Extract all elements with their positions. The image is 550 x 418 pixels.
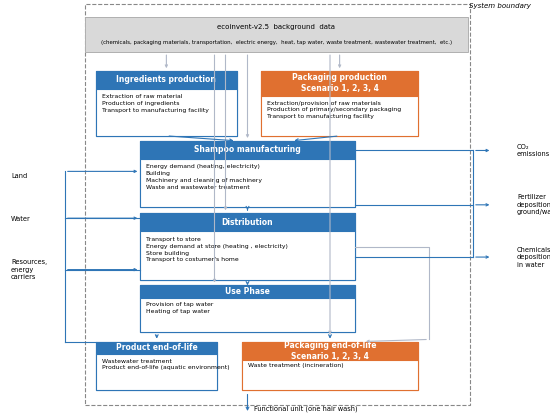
Text: (chemicals, packaging materials, transportation,  electric energy,  heat, tap wa: (chemicals, packaging materials, transpo…	[101, 40, 452, 45]
FancyBboxPatch shape	[85, 17, 468, 52]
Text: Wastewater treatment
Product end-of-life (aquatic environment): Wastewater treatment Product end-of-life…	[102, 359, 229, 370]
FancyBboxPatch shape	[261, 96, 418, 136]
Text: Distribution: Distribution	[222, 218, 273, 227]
Text: Ingredients production: Ingredients production	[117, 75, 216, 84]
FancyBboxPatch shape	[140, 141, 355, 159]
Text: ecoinvent-v2.5  background  data: ecoinvent-v2.5 background data	[217, 24, 336, 31]
FancyBboxPatch shape	[242, 342, 418, 360]
FancyBboxPatch shape	[140, 159, 355, 207]
Text: CO₂
emissions: CO₂ emissions	[517, 144, 550, 157]
Text: Waste treatment (incineration): Waste treatment (incineration)	[248, 363, 343, 368]
Text: Transport to store
Energy demand at store (heating , electricity)
Store building: Transport to store Energy demand at stor…	[146, 237, 288, 263]
Text: Land: Land	[11, 173, 28, 178]
Text: Chemicals
deposition
in water: Chemicals deposition in water	[517, 247, 550, 268]
FancyBboxPatch shape	[261, 71, 418, 96]
Text: Water: Water	[11, 217, 31, 222]
FancyBboxPatch shape	[96, 89, 236, 136]
Text: Functional unit (one hair wash): Functional unit (one hair wash)	[254, 405, 358, 412]
Text: System boundary: System boundary	[469, 3, 531, 9]
Text: Extraction/provision of raw materials
Production of primary/secondary packaging
: Extraction/provision of raw materials Pr…	[267, 100, 401, 119]
Text: Shampoo manufacturing: Shampoo manufacturing	[194, 145, 301, 154]
FancyBboxPatch shape	[140, 285, 355, 298]
Text: Provision of tap water
Heating of tap water: Provision of tap water Heating of tap wa…	[146, 302, 213, 314]
Text: Use Phase: Use Phase	[225, 287, 270, 296]
FancyBboxPatch shape	[140, 213, 355, 231]
Text: Extraction of raw material
Production of ingredients
Transport to manufacturing : Extraction of raw material Production of…	[102, 94, 208, 113]
FancyBboxPatch shape	[242, 360, 418, 390]
Text: Product end-of-life: Product end-of-life	[116, 344, 197, 352]
Text: Resources,
energy
carriers: Resources, energy carriers	[11, 259, 47, 280]
Text: Packaging production
Scenario 1, 2, 3, 4: Packaging production Scenario 1, 2, 3, 4	[292, 74, 387, 93]
FancyBboxPatch shape	[96, 71, 236, 89]
Text: Energy demand (heating, electricity)
Building
Machinery and cleaning of machiner: Energy demand (heating, electricity) Bui…	[146, 165, 262, 190]
FancyBboxPatch shape	[96, 354, 217, 390]
FancyBboxPatch shape	[96, 342, 217, 354]
Text: Packaging end-of-life
Scenario 1, 2, 3, 4: Packaging end-of-life Scenario 1, 2, 3, …	[284, 341, 376, 360]
FancyBboxPatch shape	[140, 298, 355, 332]
Text: Fertilizer
deposition
ground/water: Fertilizer deposition ground/water	[517, 194, 550, 215]
FancyBboxPatch shape	[140, 231, 355, 280]
